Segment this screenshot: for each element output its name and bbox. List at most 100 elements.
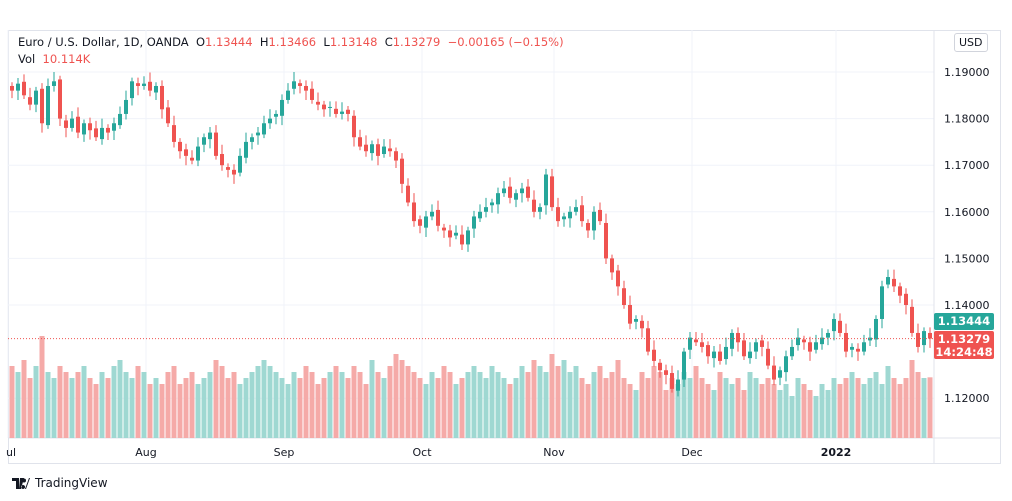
candle-body <box>634 318 638 322</box>
tradingview-brand[interactable]: TradingView <box>12 476 108 490</box>
candle-body <box>544 174 548 206</box>
volume-bar <box>459 378 465 438</box>
volume-bar <box>375 372 381 438</box>
candle-body <box>682 351 686 380</box>
candle-body <box>364 144 368 152</box>
close-label: C <box>384 35 393 49</box>
volume-bar <box>339 372 345 438</box>
x-tick-label: Aug <box>135 446 156 459</box>
candle-body <box>490 202 494 206</box>
candle-body <box>442 227 446 231</box>
volume-bar <box>753 378 759 438</box>
candle-body <box>310 88 314 100</box>
candle-body <box>592 211 596 231</box>
volume-bar <box>855 378 861 438</box>
volume-bar <box>471 366 477 438</box>
volume-bar <box>501 378 507 438</box>
candle-body <box>268 118 272 124</box>
candle-body <box>874 318 878 340</box>
volume-bar <box>789 396 795 438</box>
volume-bar <box>759 384 765 438</box>
candle-body <box>322 104 326 110</box>
volume-bar <box>447 372 453 438</box>
volume-bar <box>327 372 333 438</box>
volume-bar <box>387 366 393 438</box>
candle-body <box>274 113 278 117</box>
candle-body <box>832 318 836 332</box>
volume-bar <box>75 372 81 438</box>
volume-bar <box>381 378 387 438</box>
volume-bar <box>423 384 429 438</box>
candle-body <box>406 185 410 203</box>
volume-bar <box>849 372 855 438</box>
candle-body <box>850 346 854 350</box>
candle-body <box>820 337 824 345</box>
volume-bar <box>417 378 423 438</box>
volume-bar <box>435 378 441 438</box>
volume-bar <box>615 360 621 438</box>
candle-body <box>514 193 518 200</box>
volume-bar <box>909 360 915 438</box>
volume-bar <box>825 390 831 438</box>
candle-body <box>916 332 920 347</box>
volume-bar <box>687 378 693 438</box>
volume-bar <box>585 384 591 438</box>
candle-body <box>712 351 716 359</box>
candle-body <box>658 362 662 371</box>
y-tick-label: 1.19000 <box>944 66 990 79</box>
volume-bar <box>633 390 639 438</box>
volume-bar <box>549 354 555 438</box>
candle-body <box>58 79 62 119</box>
candle-body <box>898 286 902 296</box>
volume-bar <box>567 372 573 438</box>
volume-bar <box>273 372 279 438</box>
volume-bar <box>183 378 189 438</box>
candle-body <box>454 232 458 236</box>
volume-bar <box>261 360 267 438</box>
volume-bar <box>399 360 405 438</box>
volume-bar <box>105 378 111 438</box>
candle-body <box>376 144 380 156</box>
candle-body <box>718 351 722 361</box>
volume-bar <box>15 372 21 438</box>
volume-bar <box>483 378 489 438</box>
candle-body <box>862 342 866 352</box>
volume-bar <box>93 384 99 438</box>
volume-bar <box>99 372 105 438</box>
volume-bar <box>591 372 597 438</box>
candle-body <box>64 120 68 128</box>
volume-bar <box>129 378 135 438</box>
high-label: H <box>259 35 269 49</box>
volume-bar <box>225 378 231 438</box>
volume-bar <box>27 378 33 438</box>
volume-bar <box>333 366 339 438</box>
vol-value: 10.114K <box>42 52 91 66</box>
bar-countdown: 14:24:48 <box>935 345 993 359</box>
open-value: 1.13444 <box>205 35 253 49</box>
candle-body <box>340 111 344 114</box>
candle-body <box>418 219 422 226</box>
volume-bar <box>657 372 663 438</box>
x-tick-label: Sep <box>274 446 295 459</box>
candle-body <box>214 132 218 156</box>
candle-body <box>502 188 506 194</box>
candle-body <box>280 99 284 116</box>
candle-body <box>844 332 848 352</box>
volume-bar <box>81 366 87 438</box>
volume-bar <box>675 384 681 438</box>
volume-bar <box>171 366 177 438</box>
volume-bar <box>489 366 495 438</box>
volume-bar <box>249 372 255 438</box>
close-value: 1.13279 <box>392 35 441 49</box>
candle-body <box>580 205 584 222</box>
candle-body <box>586 222 590 231</box>
currency-button[interactable]: USD <box>954 33 988 52</box>
candle-body <box>448 230 452 238</box>
candle-body <box>46 85 50 126</box>
volume-bar <box>927 377 933 438</box>
candle-body <box>28 97 32 105</box>
brand-name: TradingView <box>35 476 108 490</box>
volume-bar <box>915 372 921 438</box>
candle-body <box>172 125 176 142</box>
